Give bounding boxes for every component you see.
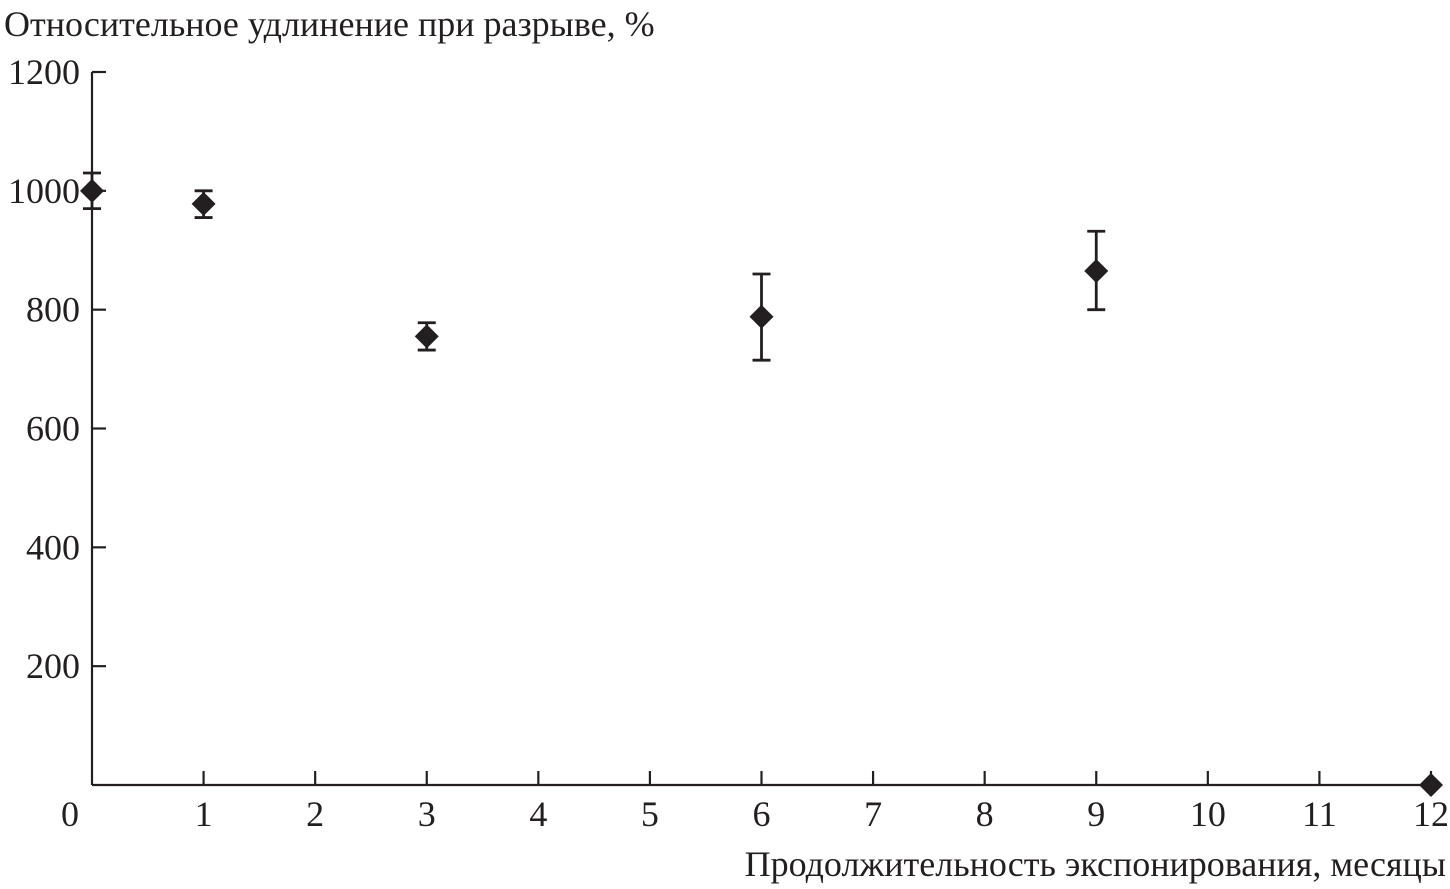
- y-axis-ticks: 200 400 600 800 1000 1200: [8, 52, 106, 686]
- x-tick-label: 1: [195, 794, 213, 834]
- x-tick-label: 5: [641, 794, 659, 834]
- data-points: [80, 171, 1443, 797]
- x-tick-label: 12: [1413, 794, 1449, 834]
- x-tick-label: 6: [753, 794, 771, 834]
- data-point: [191, 189, 216, 219]
- x-axis-ticks: 0 1 2 3 4 5 6 7 8 9 10 11 12: [61, 771, 1449, 834]
- y-tick-label: 1200: [8, 52, 80, 92]
- y-tick-label: 200: [26, 646, 80, 686]
- axes: [90, 72, 1431, 787]
- y-tick-label: 800: [26, 290, 80, 330]
- data-point: [80, 171, 104, 211]
- x-tick-label: 8: [976, 794, 994, 834]
- x-tick-label: 10: [1190, 794, 1226, 834]
- x-tick-label: 2: [306, 794, 324, 834]
- diamond-marker: [1084, 259, 1109, 284]
- diamond-marker: [1419, 773, 1443, 797]
- data-point: [414, 321, 439, 352]
- diamond-marker: [80, 178, 104, 203]
- diamond-marker: [191, 191, 216, 216]
- data-point: [749, 272, 774, 362]
- x-tick-label: 7: [864, 794, 882, 834]
- x-tick-label: 11: [1302, 794, 1337, 834]
- x-axis-title: Продолжительность экспонирования, месяцы: [745, 844, 1446, 884]
- data-point: [1084, 229, 1109, 312]
- x-tick-label: 3: [418, 794, 436, 834]
- y-tick-label: 400: [26, 527, 80, 567]
- diamond-marker: [749, 304, 774, 329]
- data-point: [1419, 773, 1443, 797]
- diamond-marker: [414, 324, 439, 349]
- x-tick-label: 9: [1087, 794, 1105, 834]
- y-axis-title: Относительное удлинение при разрыве, %: [4, 4, 655, 44]
- x-tick-label: 4: [529, 794, 547, 834]
- x-tick-label: 0: [61, 794, 79, 834]
- y-tick-label: 1000: [8, 171, 80, 211]
- y-tick-label: 600: [26, 409, 80, 449]
